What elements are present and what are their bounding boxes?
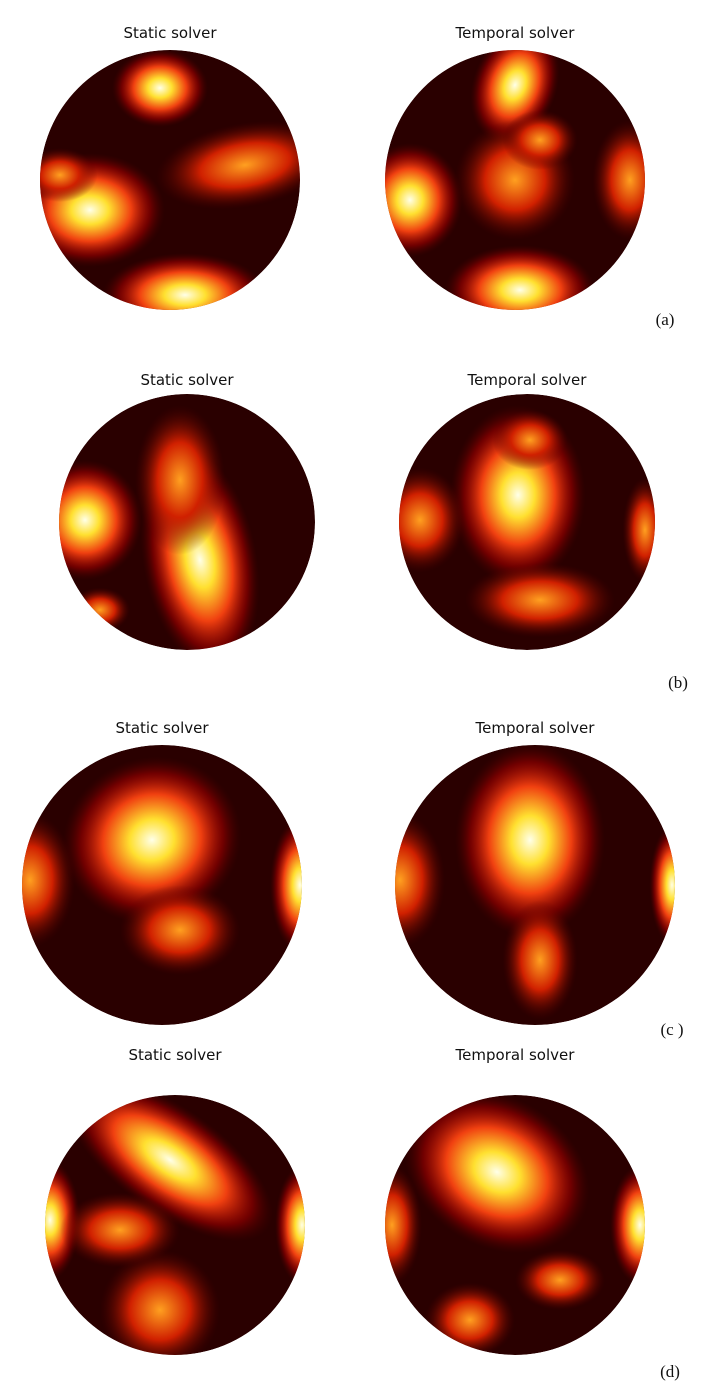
intensity-blob [28,460,142,580]
intensity-blob [70,588,130,633]
panel-label: (c ) [660,1020,683,1039]
intensity-blob [275,1165,329,1285]
intensity-blob [425,1283,515,1358]
reconstruction-image [355,743,695,1026]
panel: Static solver Temporal solver (c ) [0,719,695,1039]
panel-title: Static solver [140,371,234,389]
reconstruction-image [358,14,668,335]
panel-title: Temporal solver [475,719,596,737]
panel-title: Temporal solver [467,371,588,389]
page: {"panels": [ {"left_title": "Static solv… [0,0,714,1393]
reconstruction-image [362,1058,670,1357]
intensity-blob [445,245,595,335]
intensity-blob [515,1250,605,1310]
intensity-blob [623,478,668,583]
panel: Static solver Temporal solver (d) [20,1046,680,1381]
intensity-blob [120,885,240,975]
intensity-blob [503,900,578,1020]
panel-label: (b) [668,673,688,692]
panel-title: Temporal solver [455,1046,576,1064]
intensity-blob [650,825,695,945]
intensity-blob [493,410,568,470]
panel: Static solver Temporal solver (b) [28,371,688,692]
reconstruction-image [375,394,668,650]
intensity-blob [465,563,615,638]
intensity-blob [503,110,578,170]
panel-label: (a) [656,310,675,329]
intensity-blob [270,818,330,953]
panel-title: Static solver [128,1046,222,1064]
panel-title: Temporal solver [455,24,576,42]
intensity-blob [103,253,268,337]
intensity-blob [358,143,463,257]
intensity-blob [112,49,208,127]
reconstruction-image [20,1048,329,1370]
panel-title: Static solver [123,24,217,42]
intensity-blob [100,1250,220,1370]
intensity-blob [135,405,225,555]
intensity-blob [60,1193,180,1268]
reconstruction-image [0,732,330,1025]
intensity-blob [23,148,98,202]
panel-title: Static solver [115,719,209,737]
intensity-blob [355,813,445,948]
intensity-blob [610,1165,670,1285]
figure: Static solverTemporal solver(a)Static so… [0,0,714,1393]
reconstruction-image [15,49,341,337]
reconstruction-image [28,394,315,681]
intensity-blob [362,1165,422,1285]
panel-label: (d) [660,1362,680,1381]
panel: Static solver Temporal solver (a) [15,14,674,337]
intensity-blob [375,468,465,573]
intensity-blob [593,120,668,240]
